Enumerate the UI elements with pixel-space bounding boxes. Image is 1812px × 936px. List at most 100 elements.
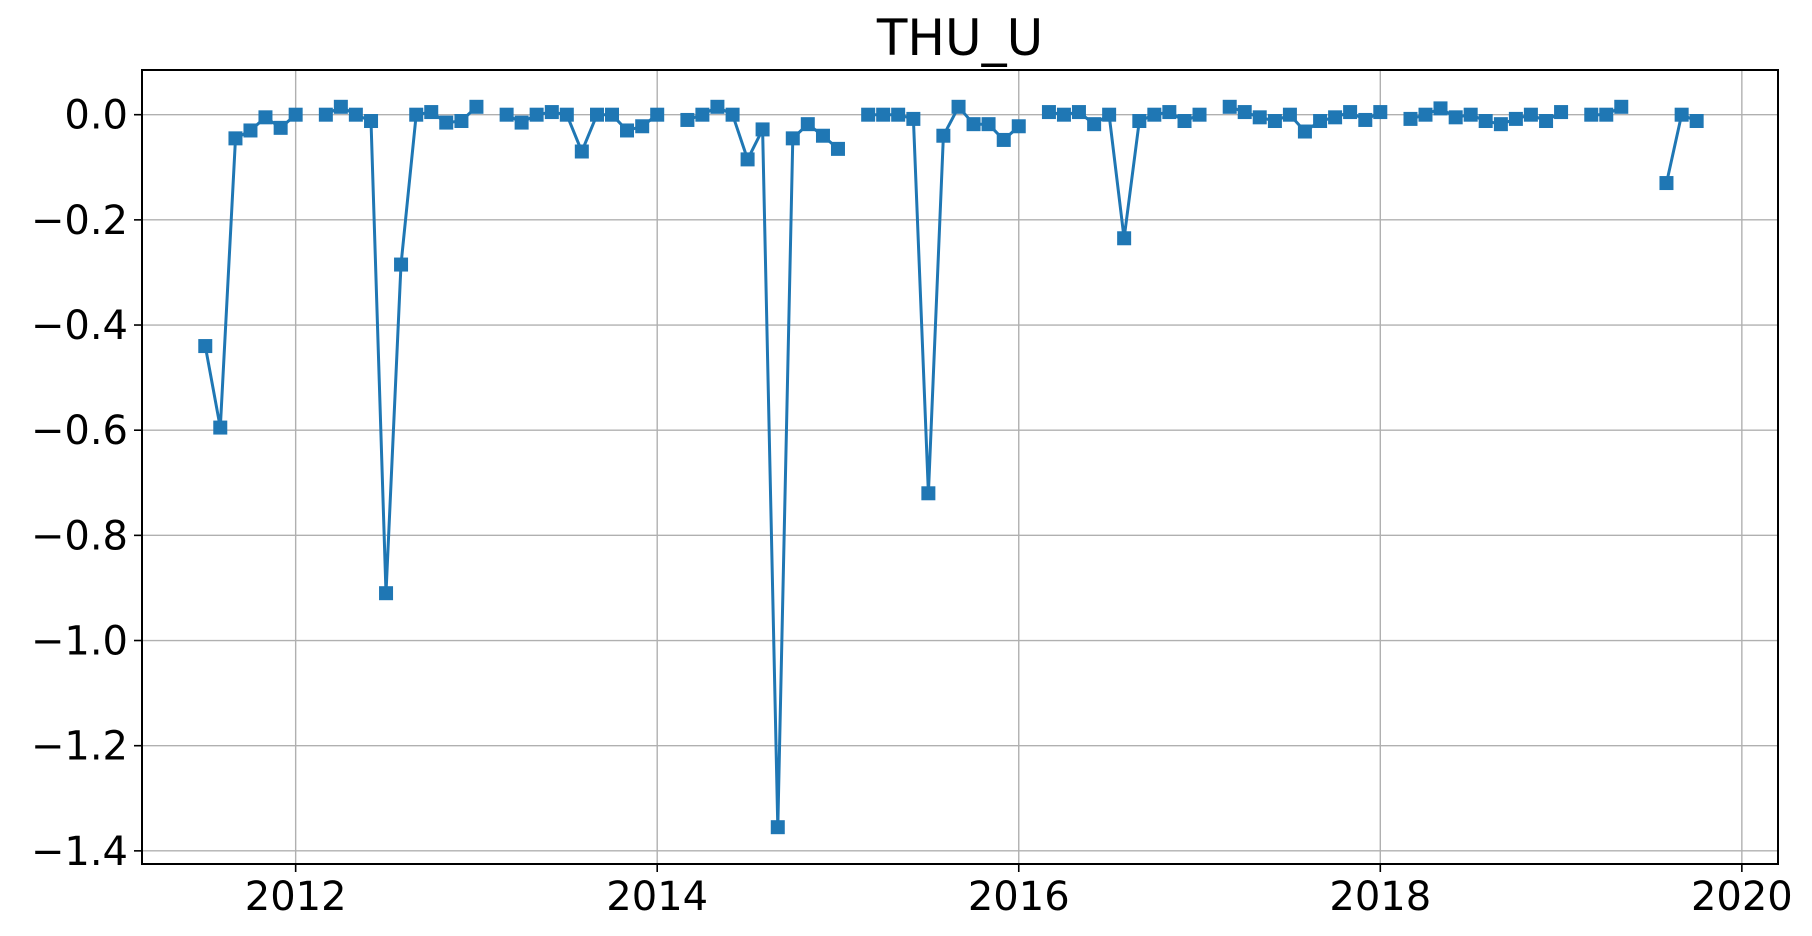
- data-point-marker: [198, 339, 213, 354]
- data-point-marker: [1011, 119, 1026, 134]
- data-point-marker: [1674, 107, 1689, 122]
- data-point-marker: [1102, 107, 1117, 122]
- data-point-marker: [1192, 107, 1207, 122]
- x-tick-label: 2020: [1691, 874, 1793, 920]
- data-point-marker: [1177, 114, 1192, 129]
- y-axis: 0.0 −0.2 −0.4 −0.6 −0.8 −1.0 −1.2 −1.4: [31, 93, 142, 875]
- data-point-marker: [620, 123, 635, 138]
- data-point-marker: [1418, 107, 1433, 122]
- data-point-marker: [1539, 114, 1554, 129]
- data-point-marker: [936, 128, 951, 143]
- data-point-marker: [981, 117, 996, 132]
- data-point-marker: [333, 99, 348, 114]
- data-point-marker: [921, 486, 936, 501]
- data-point-marker: [379, 586, 394, 601]
- data-point-marker: [454, 114, 469, 129]
- x-tick-label: 2012: [245, 874, 347, 920]
- data-point-marker: [951, 99, 966, 114]
- data-point-marker: [800, 117, 815, 132]
- data-point-marker: [364, 114, 379, 129]
- data-point-marker: [1237, 105, 1252, 120]
- y-tick-label: −0.4: [31, 303, 128, 349]
- data-point-marker: [1343, 105, 1358, 120]
- data-point-marker: [1313, 114, 1328, 129]
- data-point-marker: [213, 420, 228, 435]
- data-point-marker: [1117, 231, 1132, 246]
- series-marker-layer: [198, 99, 1704, 835]
- data-point-marker: [1056, 107, 1071, 122]
- data-point-marker: [1162, 105, 1177, 120]
- data-point-marker: [1252, 110, 1267, 125]
- data-point-marker: [1554, 105, 1569, 120]
- data-point-marker: [906, 111, 921, 126]
- data-point-marker: [1373, 105, 1388, 120]
- x-tick-label: 2014: [606, 874, 708, 920]
- data-point-marker: [770, 820, 785, 835]
- data-point-marker: [499, 107, 514, 122]
- x-axis: 2012 2014 2016 2018 2020: [245, 864, 1793, 920]
- data-point-marker: [725, 107, 740, 122]
- data-point-marker: [740, 152, 755, 167]
- data-point-marker: [830, 141, 845, 156]
- data-point-marker: [243, 123, 258, 138]
- data-point-marker: [1523, 107, 1538, 122]
- data-point-marker: [1463, 107, 1478, 122]
- data-point-marker: [996, 132, 1011, 147]
- y-tick-label: −0.6: [31, 408, 128, 454]
- data-point-marker: [1328, 110, 1343, 125]
- data-point-marker: [574, 144, 589, 159]
- data-point-marker: [680, 112, 695, 127]
- data-point-marker: [1267, 114, 1282, 129]
- data-point-marker: [590, 107, 605, 122]
- data-point-marker: [966, 117, 981, 132]
- data-point-marker: [1282, 107, 1297, 122]
- data-point-marker: [559, 107, 574, 122]
- y-tick-label: −1.0: [31, 619, 128, 665]
- data-point-marker: [544, 105, 559, 120]
- y-tick-label: −1.4: [31, 829, 128, 875]
- data-point-marker: [1659, 176, 1674, 191]
- data-point-marker: [258, 110, 273, 125]
- data-point-marker: [876, 107, 891, 122]
- data-point-marker: [1508, 111, 1523, 126]
- data-point-marker: [1071, 105, 1086, 120]
- data-point-marker: [815, 128, 830, 143]
- data-point-marker: [1478, 114, 1493, 129]
- data-point-marker: [650, 107, 665, 122]
- y-tick-label: −1.2: [31, 724, 128, 770]
- data-point-marker: [1132, 114, 1147, 129]
- plot-frame: [141, 69, 1779, 865]
- data-point-marker: [1448, 110, 1463, 125]
- data-point-marker: [1433, 101, 1448, 116]
- data-point-marker: [605, 107, 620, 122]
- y-tick-label: −0.8: [31, 513, 128, 559]
- data-point-marker: [1358, 112, 1373, 127]
- x-tick-label: 2016: [968, 874, 1070, 920]
- data-point-marker: [1599, 107, 1614, 122]
- data-point-marker: [1584, 107, 1599, 122]
- data-point-marker: [348, 107, 363, 122]
- data-point-marker: [861, 107, 876, 122]
- data-point-marker: [439, 115, 454, 130]
- data-point-marker: [1041, 105, 1056, 120]
- data-point-marker: [755, 122, 770, 137]
- data-point-marker: [273, 120, 288, 135]
- y-tick-label: −0.2: [31, 198, 128, 244]
- data-point-marker: [394, 257, 409, 272]
- chart-title: THU_U: [876, 9, 1043, 67]
- data-point-marker: [1493, 117, 1508, 132]
- data-point-marker: [1222, 99, 1237, 114]
- data-point-marker: [1297, 124, 1312, 139]
- data-point-marker: [785, 131, 800, 146]
- data-point-marker: [288, 107, 303, 122]
- data-point-marker: [424, 105, 439, 120]
- data-point-marker: [1147, 107, 1162, 122]
- data-point-marker: [1087, 117, 1102, 132]
- data-point-marker: [1689, 114, 1704, 129]
- data-point-marker: [529, 107, 544, 122]
- data-point-marker: [1614, 99, 1629, 114]
- y-tick-label: 0.0: [64, 93, 128, 139]
- data-point-marker: [1403, 111, 1418, 126]
